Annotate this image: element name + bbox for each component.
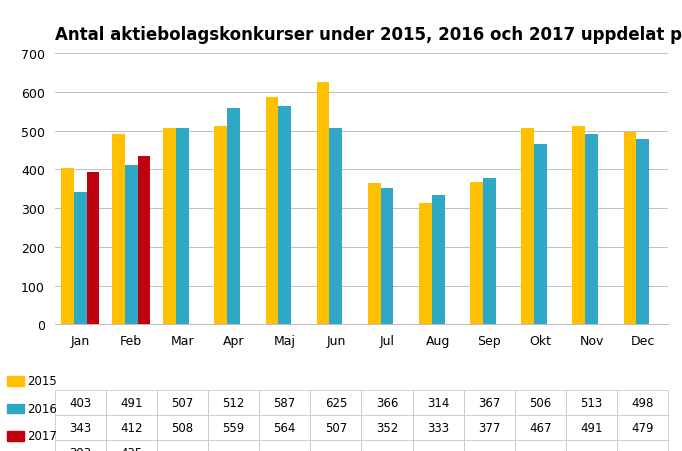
Bar (534, 144, 547, 325)
Bar (329, 129, 342, 325)
Text: 2017: 2017 (27, 429, 57, 442)
Bar (74, 192, 87, 325)
Bar (521, 129, 534, 325)
Bar (636, 139, 649, 325)
Bar (176, 129, 189, 325)
Bar (585, 135, 598, 325)
Bar (265, 98, 278, 325)
Text: 2016: 2016 (27, 402, 57, 414)
Bar (138, 156, 151, 325)
Bar (381, 189, 394, 325)
Bar (572, 126, 585, 325)
Bar (470, 183, 483, 325)
Bar (368, 183, 381, 325)
Bar (316, 83, 329, 325)
Bar (623, 132, 636, 325)
Bar (112, 135, 125, 325)
Bar (227, 109, 240, 325)
Bar (419, 203, 432, 325)
Bar (214, 127, 227, 325)
Bar (163, 129, 176, 325)
Bar (278, 107, 291, 325)
Bar (125, 166, 138, 325)
Bar (87, 173, 100, 325)
Text: Antal aktiebolagskonkurser under 2015, 2016 och 2017 uppdelat per månad: Antal aktiebolagskonkurser under 2015, 2… (55, 24, 682, 44)
Bar (432, 196, 445, 325)
Text: 2015: 2015 (27, 375, 57, 387)
Bar (483, 179, 496, 325)
Bar (61, 169, 74, 325)
